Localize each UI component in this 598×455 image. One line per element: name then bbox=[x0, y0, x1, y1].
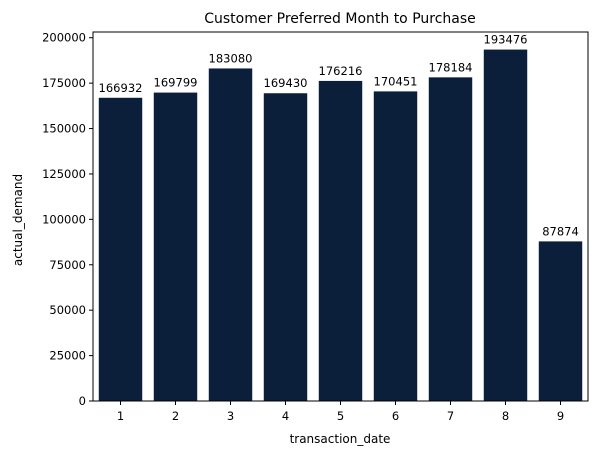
bar bbox=[483, 49, 528, 401]
y-tick-label: 200000 bbox=[42, 31, 86, 45]
x-tick-label: 6 bbox=[392, 409, 399, 423]
x-tick-label: 4 bbox=[282, 409, 289, 423]
x-axis: 1 2 3 4 5 6 7 8 9 bbox=[117, 401, 564, 423]
y-tick-label: 100000 bbox=[42, 212, 86, 226]
y-tick-label: 75000 bbox=[49, 258, 86, 272]
bar bbox=[263, 93, 308, 402]
bar bbox=[153, 92, 198, 401]
y-tick-label: 0 bbox=[79, 394, 86, 408]
y-tick-label: 125000 bbox=[42, 167, 86, 181]
y-axis-label: actual_demand bbox=[11, 174, 25, 266]
y-tick-label: 175000 bbox=[42, 76, 86, 90]
plot-frame bbox=[92, 31, 589, 402]
x-tick-label: 5 bbox=[337, 409, 344, 423]
bar bbox=[318, 80, 363, 401]
bar bbox=[373, 91, 418, 401]
chart-title: Customer Preferred Month to Purchase bbox=[204, 11, 476, 27]
x-tick-label: 1 bbox=[117, 409, 124, 423]
data-label: 183080 bbox=[209, 51, 253, 65]
x-tick-label: 7 bbox=[447, 409, 454, 423]
y-axis: 0 25000 50000 75000 100000 125000 150000 175000… bbox=[42, 31, 93, 408]
y-tick-label: 150000 bbox=[42, 122, 86, 136]
bar bbox=[98, 97, 143, 402]
data-label: 170451 bbox=[374, 74, 418, 88]
data-labels-group: 166932 169799 183080 169430 176216 170451 1781… bbox=[99, 33, 579, 239]
x-tick-label: 9 bbox=[557, 409, 564, 423]
y-tick-label: 50000 bbox=[49, 303, 86, 317]
bar bbox=[208, 68, 253, 401]
y-tick-label: 25000 bbox=[49, 349, 86, 363]
x-tick-label: 2 bbox=[172, 409, 179, 423]
x-axis-label: transaction_date bbox=[290, 432, 391, 446]
bar bbox=[428, 77, 473, 402]
bar bbox=[538, 241, 583, 401]
data-label: 193476 bbox=[484, 33, 528, 47]
data-label: 87874 bbox=[542, 224, 579, 238]
data-label: 169799 bbox=[154, 76, 198, 90]
data-label: 169430 bbox=[264, 76, 308, 90]
data-label: 166932 bbox=[99, 81, 143, 95]
x-tick-label: 3 bbox=[227, 409, 234, 423]
bars-group bbox=[98, 49, 583, 402]
data-label: 178184 bbox=[429, 60, 473, 74]
data-label: 176216 bbox=[319, 64, 363, 78]
x-tick-label: 8 bbox=[502, 409, 509, 423]
